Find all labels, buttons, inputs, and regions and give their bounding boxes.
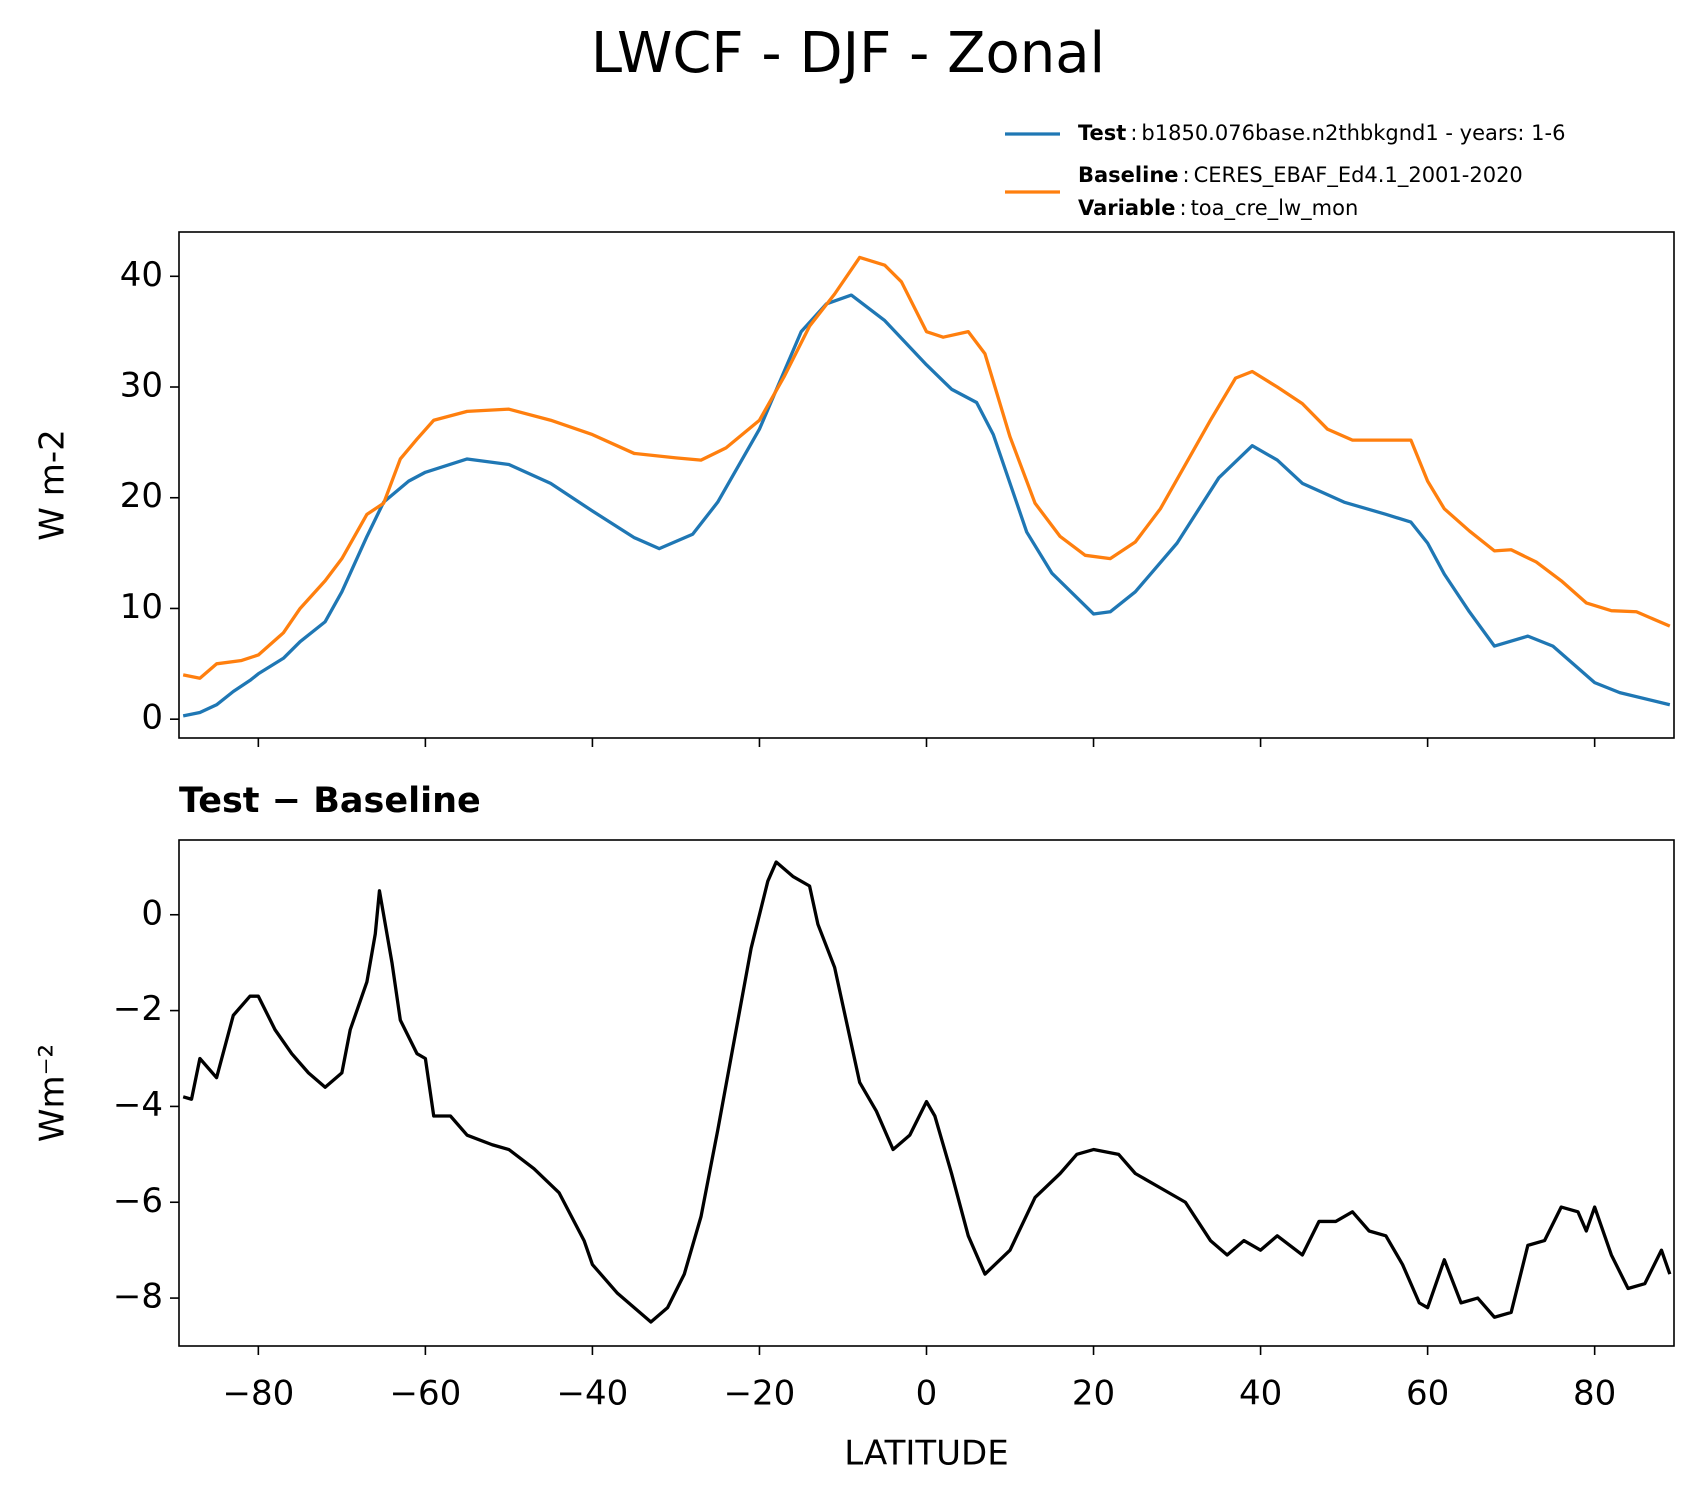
y-axis-label: W m-2 — [33, 429, 73, 540]
x-tick-label: 0 — [916, 1374, 938, 1414]
axes-frame — [178, 839, 1675, 1347]
legend-variable-name: Variable — [1078, 196, 1175, 220]
y-tick-label: 40 — [120, 255, 163, 295]
legend-description: b1850.076base.n2thbkgnd1 - years: 1-6 — [1141, 121, 1565, 145]
y-tick-label: −4 — [113, 1085, 163, 1125]
y-tick-label: −6 — [113, 1181, 163, 1221]
x-tick-label: −80 — [222, 1374, 294, 1414]
x-tick-label: 60 — [1406, 1374, 1449, 1414]
legend-separator: : — [1130, 121, 1137, 145]
x-tick-label: −40 — [557, 1374, 629, 1414]
legend-entry: Test: b1850.076base.n2thbkgnd1 - years: 1… — [1078, 121, 1565, 145]
x-tick-label: 40 — [1239, 1374, 1282, 1414]
y-tick-label: 30 — [120, 366, 163, 406]
y-tick-label: 20 — [120, 476, 163, 516]
subplot-title: Test − Baseline — [179, 781, 481, 821]
x-tick-label: 80 — [1573, 1374, 1616, 1414]
y-axis-label: Wm⁻² — [33, 1044, 73, 1142]
y-tick-label: −8 — [113, 1277, 163, 1317]
data-line — [182, 860, 1672, 1324]
y-tick-label: 10 — [120, 587, 163, 627]
legend-separator: : — [1183, 163, 1190, 187]
legend-name: Test — [1078, 121, 1126, 145]
y-tick-label: −2 — [113, 989, 163, 1029]
data-line — [182, 293, 1671, 718]
axes-frame — [178, 231, 1675, 739]
legend-entry: Baseline: CERES_EBAF_Ed4.1_2001-2020 — [1078, 163, 1523, 188]
y-tick-label: 0 — [141, 893, 163, 933]
x-tick-label: −60 — [389, 1374, 461, 1414]
legend-description: CERES_EBAF_Ed4.1_2001-2020 — [1194, 163, 1523, 188]
x-tick-label: 20 — [1072, 1374, 1115, 1414]
legend-variable: Variable: toa_cre_lw_mon — [1078, 196, 1358, 221]
legend-separator: : — [1179, 196, 1186, 220]
legend-variable-value: toa_cre_lw_mon — [1191, 196, 1359, 221]
x-tick-label: −20 — [724, 1374, 796, 1414]
x-axis-label: LATITUDE — [844, 1434, 1008, 1474]
y-tick-label: 0 — [141, 698, 163, 738]
legend-name: Baseline — [1078, 163, 1179, 187]
chart-title: LWCF - DJF - Zonal — [591, 21, 1105, 86]
data-line — [182, 255, 1671, 680]
